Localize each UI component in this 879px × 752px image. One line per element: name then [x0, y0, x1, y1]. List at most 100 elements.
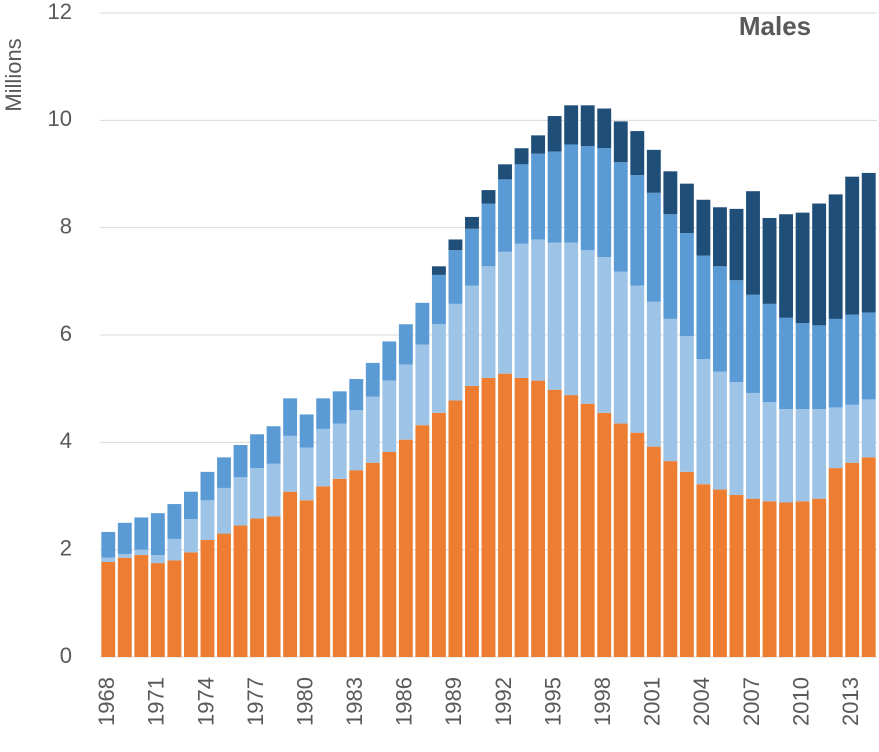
bar-segment — [266, 463, 281, 517]
x-tick-label: 1980 — [292, 677, 317, 726]
bar-segment — [663, 461, 678, 657]
bar-segment — [332, 391, 347, 424]
y-tick-label: 6 — [60, 321, 72, 346]
bar-segment — [861, 399, 876, 458]
bar-segment — [283, 491, 298, 657]
bar-segment — [431, 324, 446, 413]
bar-segment — [415, 344, 430, 426]
bar-segment — [762, 303, 777, 403]
bar-segment — [845, 404, 860, 463]
x-tick-label: 1989 — [441, 677, 466, 726]
bar-segment — [465, 216, 479, 229]
bar-segment — [514, 148, 529, 165]
bar-segment — [349, 470, 364, 657]
bar-segment — [564, 395, 579, 657]
bar-segment — [812, 325, 827, 410]
x-tick-label: 2001 — [640, 677, 665, 726]
bar-segment — [547, 151, 562, 243]
bar-segment — [696, 199, 711, 256]
bar-segment — [597, 148, 612, 258]
bar-segment — [299, 414, 314, 448]
bar-segment — [134, 549, 149, 556]
bar-segment — [448, 239, 463, 251]
bar-segment — [679, 336, 694, 472]
bar-segment — [448, 303, 463, 401]
bar-segment — [580, 403, 595, 657]
y-tick-label: 12 — [48, 0, 72, 24]
bar-segment — [729, 382, 744, 495]
bar-segment — [398, 364, 413, 440]
x-tick-label: 1995 — [540, 677, 565, 726]
bar-segment — [167, 504, 182, 539]
bar-segment — [679, 233, 694, 337]
bar-segment — [150, 513, 165, 556]
bar-segment — [663, 318, 678, 462]
bar-segment — [299, 500, 314, 657]
bar-segment — [795, 409, 810, 502]
bar-segment — [266, 426, 281, 464]
bar-segment — [481, 266, 496, 378]
bar-segment — [580, 250, 595, 404]
bar-segment — [167, 538, 182, 561]
bar-segment — [630, 131, 645, 176]
bar-segment — [415, 425, 430, 657]
bar-segment — [597, 108, 612, 149]
bar-segment — [613, 162, 628, 272]
bar-segment — [828, 318, 843, 408]
bar-segment — [398, 439, 413, 657]
bar-segment — [117, 557, 132, 657]
bar-segment — [200, 500, 215, 541]
bar-segment — [514, 377, 529, 657]
x-tick-label: 2010 — [788, 677, 813, 726]
bar-segment — [663, 214, 678, 319]
bar-segment — [597, 412, 612, 657]
bar-segment — [514, 164, 529, 244]
bar-segment — [828, 194, 843, 319]
bar-segment — [696, 484, 711, 657]
bar-segment — [812, 409, 827, 499]
bar-segment — [762, 218, 777, 304]
y-tick-label: 2 — [60, 535, 72, 560]
bar-segment — [713, 371, 727, 490]
bar-segment — [663, 171, 678, 215]
bar-segment — [861, 312, 876, 400]
chart-title: Males — [739, 11, 811, 41]
bar-segment — [481, 203, 496, 267]
bar-segment — [746, 498, 760, 657]
bar-segment — [696, 255, 711, 360]
bar-segment — [150, 563, 165, 657]
bar-segment — [101, 562, 116, 657]
bar-segment — [861, 457, 876, 657]
bar-segment — [448, 400, 463, 657]
bar-segment — [465, 285, 479, 386]
bar-segment — [382, 451, 397, 657]
bar-segment — [431, 412, 446, 657]
bar-segment — [233, 445, 248, 478]
bar-segment — [564, 105, 579, 145]
bar-segment — [498, 251, 512, 374]
bar-segment — [283, 398, 298, 436]
bar-segment — [696, 359, 711, 485]
bar-segment — [597, 257, 612, 413]
bar-segment — [613, 121, 628, 163]
bar-segment — [465, 385, 479, 657]
y-tick-label: 4 — [60, 428, 72, 453]
bar-segment — [217, 487, 231, 534]
bar-segment — [762, 501, 777, 657]
bar-segment — [630, 432, 645, 657]
bar-segment — [365, 396, 380, 463]
bar-segment — [266, 516, 281, 657]
bar-segment — [183, 519, 198, 553]
bar-segment — [349, 379, 364, 411]
x-tick-label: 1992 — [491, 677, 516, 726]
bar-segment — [101, 531, 116, 558]
bar-segment — [564, 242, 579, 396]
bar-segment — [382, 380, 397, 452]
bar-segment — [150, 555, 165, 564]
bar-segment — [828, 468, 843, 657]
bar-segment — [646, 192, 661, 302]
bar-segment — [316, 428, 331, 487]
x-tick-label: 1998 — [590, 677, 615, 726]
bar-segment — [332, 478, 347, 657]
bar-segment — [845, 314, 860, 405]
